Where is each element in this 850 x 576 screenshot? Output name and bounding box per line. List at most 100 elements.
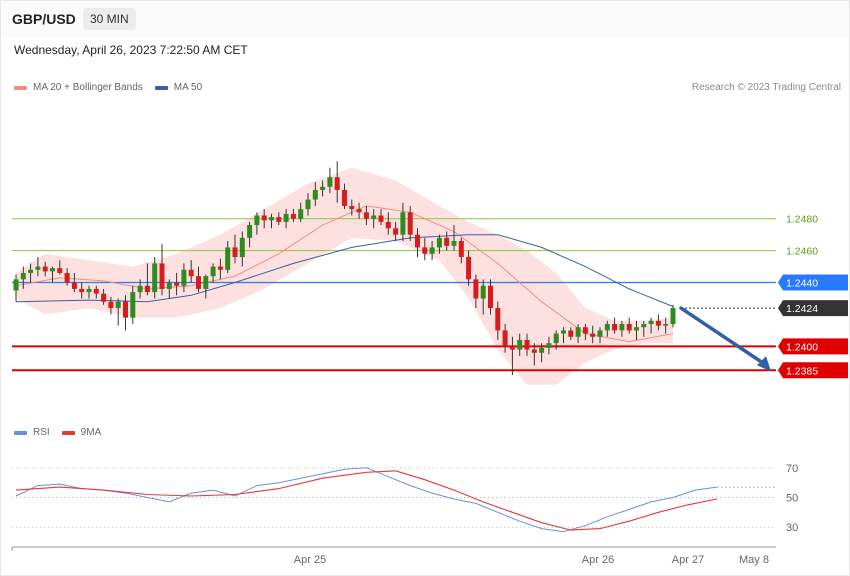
level-label-2: 1.2440 — [786, 278, 818, 290]
candle — [42, 261, 48, 277]
candle-body — [634, 327, 639, 331]
candle — [320, 180, 326, 197]
rsi-panel: 70 50 30 — [12, 463, 798, 534]
candle-body — [436, 237, 442, 248]
candle-body — [290, 213, 296, 219]
x-tick-label-1: Apr 26 — [582, 554, 614, 566]
candle — [93, 285, 99, 299]
bollinger-band-area — [16, 167, 673, 385]
candle-body — [568, 330, 574, 337]
candle-body — [64, 272, 70, 283]
candle — [568, 327, 574, 340]
rsi-level-label-1: 50 — [786, 493, 798, 505]
candle-body — [283, 213, 289, 222]
candle-body — [71, 282, 77, 289]
candle-body — [261, 215, 267, 221]
candle-body — [159, 263, 165, 289]
legend-label-ma50: MA 50 — [173, 82, 203, 93]
x-tick-label-3: May 8 — [739, 554, 769, 566]
candle — [210, 263, 216, 283]
candle — [422, 237, 428, 261]
candle-body — [342, 189, 347, 206]
candle-body — [612, 324, 618, 331]
candle — [363, 205, 369, 226]
candle-body — [239, 237, 245, 257]
candle — [28, 263, 34, 283]
candle — [20, 266, 26, 289]
candle — [393, 221, 399, 242]
candle-body — [232, 247, 238, 257]
candle — [174, 272, 180, 296]
candle — [582, 324, 588, 340]
candle-body — [86, 288, 92, 293]
candle-body — [320, 186, 326, 190]
candle — [626, 317, 632, 334]
candle — [144, 263, 150, 296]
candle-body — [35, 266, 41, 270]
candle-body — [495, 308, 501, 331]
candle — [203, 274, 209, 299]
candle-body — [101, 293, 107, 302]
candle — [473, 274, 479, 309]
candle — [480, 279, 486, 315]
level-label-1: 1.2460 — [786, 246, 818, 258]
candle-body — [582, 327, 588, 334]
moving-averages — [15, 205, 674, 343]
level-label-box-3 — [778, 300, 848, 317]
bollinger-bands — [16, 167, 673, 385]
level-label-box-4 — [778, 338, 848, 355]
x-axis: Apr 25 Apr 26 Apr 27 May 8 — [11, 546, 776, 566]
candle — [57, 260, 63, 275]
forecast-arrow-shaft — [679, 306, 767, 367]
candle-body — [269, 217, 274, 221]
candle — [269, 213, 274, 229]
legend-label-9ma: 9MA — [80, 427, 102, 438]
candle-body — [210, 266, 216, 277]
candle-body — [123, 301, 128, 318]
candle-body — [334, 177, 340, 190]
candle-body — [429, 247, 435, 254]
candle-body — [458, 241, 464, 257]
candle-body — [196, 276, 201, 289]
candle — [655, 314, 661, 331]
candle — [290, 209, 296, 222]
candle-body — [254, 215, 260, 226]
candle-body — [502, 330, 508, 347]
candle — [232, 234, 238, 264]
candle — [604, 320, 610, 337]
candle — [670, 304, 676, 328]
candle-body — [298, 209, 304, 219]
candle — [86, 285, 92, 299]
level-label-box-2 — [778, 274, 848, 291]
candle-body — [407, 212, 413, 235]
candle-body — [648, 320, 654, 325]
candle — [342, 183, 347, 210]
candle — [225, 241, 231, 273]
candle — [407, 205, 413, 242]
candle — [13, 274, 19, 302]
candle-body — [152, 263, 158, 293]
candle — [159, 244, 165, 296]
candle — [458, 237, 464, 264]
candle — [79, 282, 85, 299]
candle-body — [225, 247, 231, 270]
level-lines — [12, 218, 776, 372]
candle — [495, 301, 501, 340]
candle-body — [57, 268, 63, 273]
forecast-arrow-head — [757, 356, 771, 372]
candle-body — [444, 237, 450, 246]
candle — [553, 330, 559, 350]
candle — [101, 288, 107, 305]
candle — [137, 279, 143, 299]
candle — [524, 333, 530, 356]
candle-body — [553, 333, 559, 344]
rsi-level-label-2: 30 — [786, 522, 798, 534]
candle-body — [130, 292, 136, 318]
candle — [590, 325, 596, 344]
timeframe-badge[interactable]: 30 MIN — [83, 8, 136, 30]
candle-body — [108, 301, 114, 309]
x-tick-label-0: Apr 25 — [294, 554, 326, 566]
candle-body — [575, 327, 581, 337]
candle-body — [305, 199, 311, 210]
candle — [648, 317, 654, 334]
